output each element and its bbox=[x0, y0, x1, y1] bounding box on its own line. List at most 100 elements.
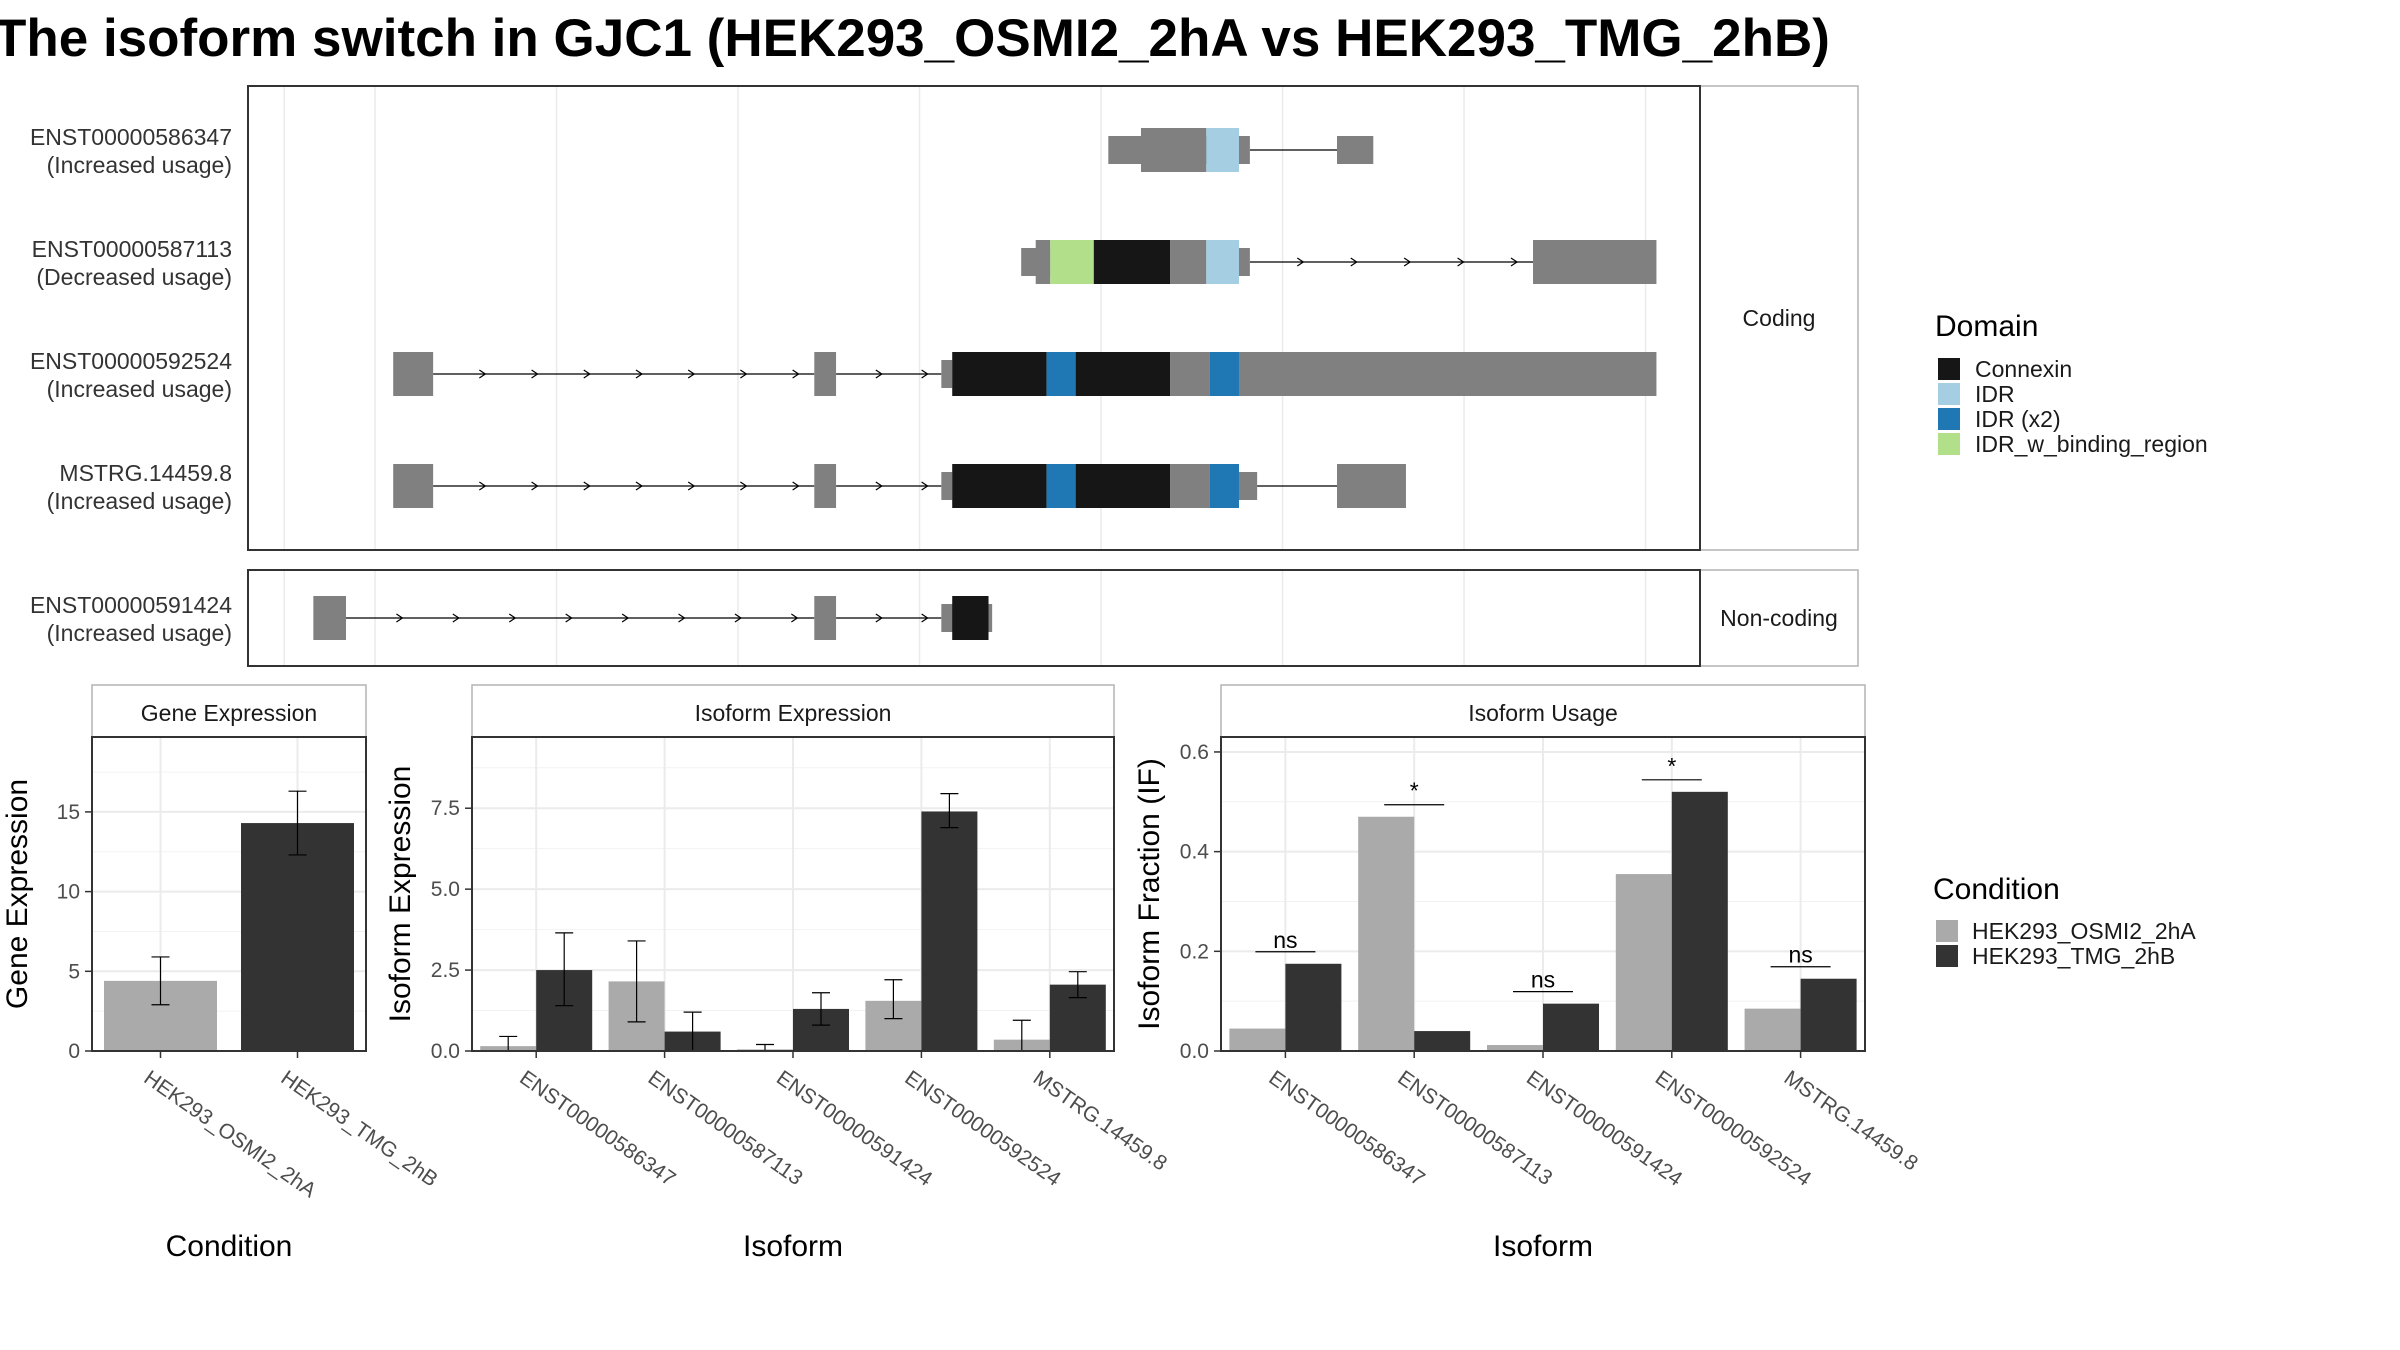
exon-segment-exon bbox=[1238, 248, 1250, 276]
condition-legend-title: Condition bbox=[1933, 873, 2060, 906]
y-tick-label: 15 bbox=[57, 801, 80, 824]
transcript-id-label: ENST00000591424 bbox=[30, 592, 232, 618]
y-axis-title: Gene Expression bbox=[1, 779, 34, 1009]
transcript-id-label: ENST00000587113 bbox=[32, 236, 232, 262]
exon-segment-exon bbox=[1170, 464, 1210, 508]
bar bbox=[1744, 1008, 1801, 1051]
x-axis-title: Isoform bbox=[1493, 1230, 1593, 1263]
structure-panel-border bbox=[247, 569, 1701, 667]
bar-chart-1: Isoform Expression0.02.55.07.5ENST000005… bbox=[384, 684, 1171, 1263]
significance-label: ns bbox=[1273, 927, 1297, 953]
x-axis-title: Condition bbox=[166, 1230, 293, 1263]
bar bbox=[1543, 1003, 1599, 1051]
exon-segment-connexin bbox=[1075, 352, 1171, 396]
domain-legend-swatch bbox=[1938, 433, 1960, 455]
exon-segment-exon bbox=[313, 596, 347, 640]
transcript-row: MSTRG.14459.8(Increased usage) bbox=[47, 460, 1406, 514]
x-axis-title: Isoform bbox=[743, 1230, 843, 1263]
exon-segment-connexin bbox=[952, 596, 989, 640]
exon-segment-idr bbox=[1206, 240, 1239, 284]
intron-direction-arrow bbox=[734, 613, 743, 623]
intron-direction-arrow bbox=[479, 369, 487, 379]
chart-strip bbox=[91, 684, 367, 738]
intron-direction-arrow bbox=[792, 481, 800, 491]
intron-direction-arrow bbox=[921, 369, 929, 379]
intron-direction-arrow bbox=[687, 481, 696, 491]
intron-direction-arrow bbox=[621, 613, 630, 623]
intron-direction-arrow bbox=[792, 369, 800, 379]
domain-legend-swatch bbox=[1938, 408, 1960, 430]
intron-direction-arrow bbox=[921, 481, 929, 491]
transcript-usage-label: (Decreased usage) bbox=[36, 264, 232, 290]
exon-segment-exon bbox=[1238, 136, 1250, 164]
exon-segment-exon bbox=[814, 352, 837, 396]
domain-legend-label: IDR bbox=[1975, 381, 2015, 407]
y-tick-label: 10 bbox=[57, 881, 80, 904]
intron-direction-arrow bbox=[531, 481, 539, 491]
chart-strip-title: Isoform Expression bbox=[695, 700, 892, 726]
bar-chart-2: Isoform Usagens*ns*ns0.00.20.40.6ENST000… bbox=[1133, 684, 1922, 1263]
transcript-row: ENST00000592524(Increased usage) bbox=[30, 348, 1657, 402]
intron-direction-arrow bbox=[1510, 257, 1519, 267]
intron-direction-arrow bbox=[508, 613, 517, 623]
transcript-id-label: ENST00000586347 bbox=[30, 124, 232, 150]
transcript-row: ENST00000586347(Increased usage) bbox=[30, 124, 1374, 178]
facet-strip bbox=[1699, 569, 1859, 667]
exon-segment-exon bbox=[1337, 136, 1374, 164]
intron-direction-arrow bbox=[583, 481, 591, 491]
significance-label: * bbox=[1667, 753, 1676, 779]
x-tick-label: MSTRG.14459.8 bbox=[1029, 1066, 1171, 1175]
bar bbox=[1487, 1045, 1543, 1051]
bar bbox=[1615, 874, 1672, 1051]
intron-direction-arrow bbox=[875, 481, 883, 491]
transcript-row: ENST00000587113(Decreased usage) bbox=[32, 236, 1657, 290]
y-tick-label: 0.2 bbox=[1180, 940, 1209, 963]
intron-direction-arrow bbox=[1350, 257, 1358, 267]
chart-strip-title: Isoform Usage bbox=[1468, 700, 1618, 726]
facet-strip bbox=[1699, 85, 1859, 551]
exon-segment-exon bbox=[941, 472, 953, 500]
intron-direction-arrow bbox=[1296, 257, 1305, 267]
intron-direction-arrow bbox=[791, 613, 799, 623]
condition-legend-label: HEK293_OSMI2_2hA bbox=[1972, 918, 2196, 944]
domain-legend-swatch bbox=[1938, 383, 1960, 405]
transcript-structure-panel: CodingNon-codingENST00000586347(Increase… bbox=[30, 85, 1859, 667]
exon-segment-idr-x2- bbox=[1209, 464, 1239, 508]
condition-legend-swatch bbox=[1936, 945, 1958, 967]
exon-segment-exon bbox=[1238, 352, 1657, 396]
chart-strip-title: Gene Expression bbox=[141, 700, 317, 726]
exon-segment-idr-w-binding-region bbox=[1050, 240, 1094, 284]
y-tick-label: 5 bbox=[68, 960, 80, 983]
transcript-id-label: MSTRG.14459.8 bbox=[59, 460, 232, 486]
bar-chart-0: Gene Expression051015HEK293_OSMI2_2hAHEK… bbox=[1, 684, 442, 1263]
transcript-id-label: ENST00000592524 bbox=[30, 348, 232, 374]
y-tick-label: 0 bbox=[68, 1040, 80, 1063]
intron-direction-arrow bbox=[875, 369, 883, 379]
intron-direction-arrow bbox=[1457, 257, 1465, 267]
exon-segment-exon bbox=[1140, 128, 1207, 172]
transcript-usage-label: (Increased usage) bbox=[47, 376, 232, 402]
chart-strip bbox=[471, 684, 1115, 738]
exon-segment-idr bbox=[1206, 128, 1239, 172]
y-tick-label: 0.4 bbox=[1180, 841, 1210, 864]
intron-direction-arrow bbox=[479, 481, 487, 491]
exon-segment-idr-x2- bbox=[1046, 352, 1076, 396]
transcript-usage-label: (Increased usage) bbox=[47, 152, 232, 178]
exon-segment-exon bbox=[1238, 472, 1258, 500]
intron-direction-arrow bbox=[635, 369, 644, 379]
intron-direction-arrow bbox=[687, 369, 696, 379]
y-tick-label: 0.0 bbox=[1180, 1040, 1209, 1063]
chart-strip bbox=[1220, 684, 1866, 738]
chart-panel-border bbox=[91, 736, 367, 1052]
bar bbox=[1229, 1028, 1286, 1051]
exon-segment-exon bbox=[393, 352, 434, 396]
exon-segment-exon bbox=[1170, 352, 1210, 396]
exon-segment-connexin bbox=[1075, 464, 1171, 508]
bar-charts: Gene Expression051015HEK293_OSMI2_2hAHEK… bbox=[1, 684, 1922, 1263]
domain-legend-title: Domain bbox=[1935, 310, 2038, 343]
y-axis-title: Isoform Fraction (IF) bbox=[1133, 758, 1166, 1030]
exon-segment-idr-x2- bbox=[1209, 352, 1239, 396]
y-tick-label: 0.0 bbox=[431, 1040, 460, 1063]
bar bbox=[1414, 1031, 1471, 1051]
